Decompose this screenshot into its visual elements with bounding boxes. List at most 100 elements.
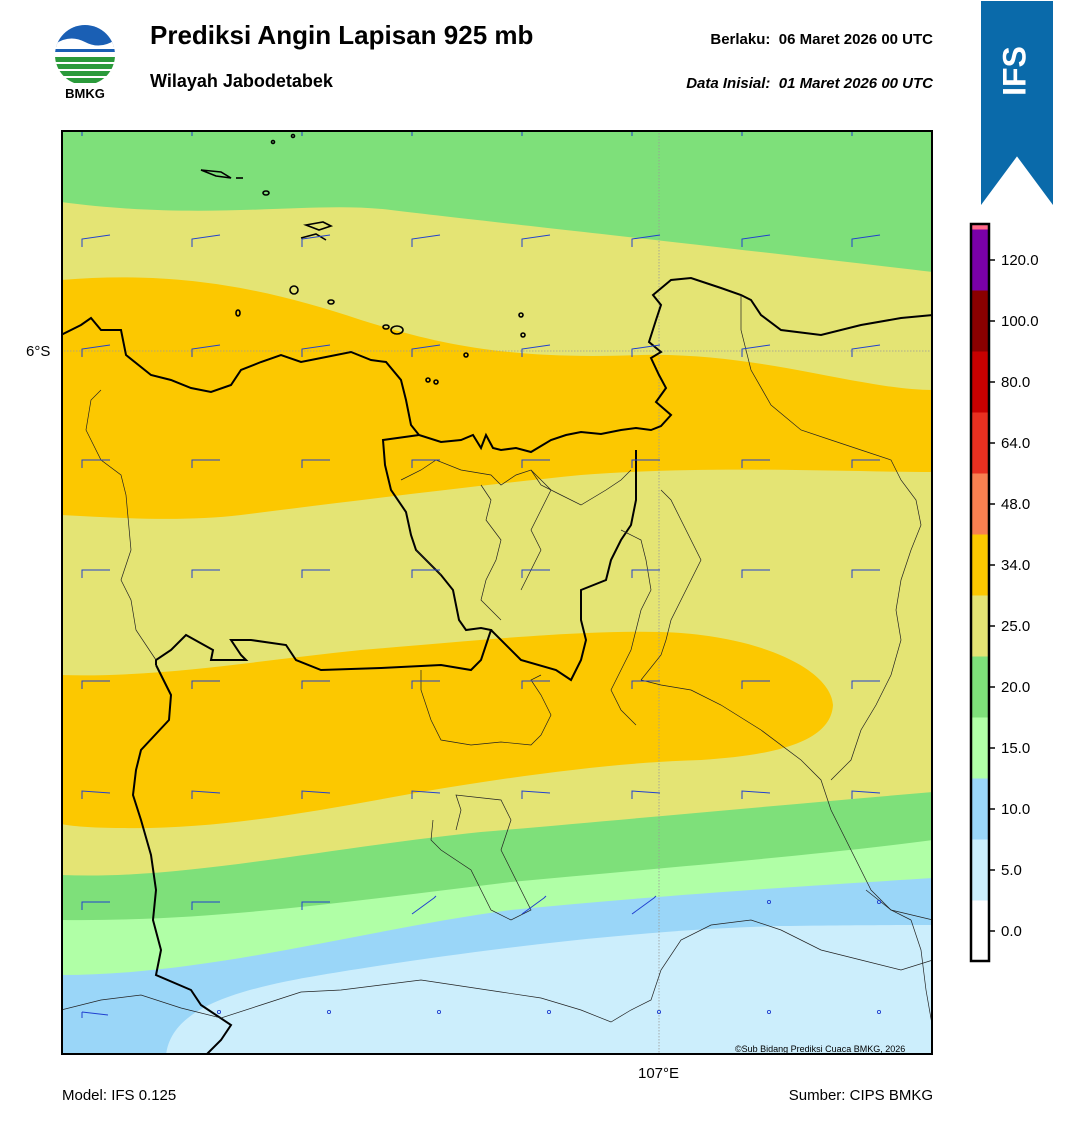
calm-marker (326, 1009, 332, 1015)
wind-barb (741, 569, 770, 578)
colorbar-tick-label: 64.0 (1001, 435, 1030, 452)
wind-barb (81, 1011, 109, 1018)
wind-barb (301, 130, 303, 136)
province-boundary (131, 434, 637, 1055)
wind-barb (631, 344, 661, 357)
wind-barb (851, 790, 881, 799)
coastline (61, 276, 933, 454)
band-0-5 (166, 925, 933, 1055)
wind-map (61, 130, 933, 1055)
calm-marker (766, 1009, 772, 1015)
init-time: Data Inisial: 01 Maret 2026 00 UTC (686, 75, 933, 92)
wind-barb (81, 234, 111, 247)
wind-barb (741, 234, 771, 247)
wind-barb (191, 344, 221, 357)
wind-barb (81, 130, 83, 136)
page-subtitle: Wilayah Jabodetabek (150, 71, 333, 91)
wind-barb (411, 790, 441, 799)
colorbar-tick-label: 10.0 (1001, 801, 1030, 818)
wind-barb (81, 790, 111, 799)
wind-barb (81, 344, 111, 357)
lon-label: 107°E (638, 1065, 680, 1082)
wind-barb (521, 234, 551, 247)
ifs-badge-label-wrap: IFS (996, 46, 1032, 96)
wind-barb (631, 459, 660, 468)
wind-barb (81, 680, 110, 689)
colorbar-segment (971, 534, 989, 596)
colorbar-segment (971, 900, 989, 961)
wind-barb (81, 569, 110, 578)
calm-marker (546, 1009, 552, 1015)
colorbar-tick-label: 120.0 (1001, 252, 1039, 269)
wind-barb (631, 895, 657, 915)
valid-time: Berlaku: 06 Maret 2026 00 UTC (710, 31, 933, 48)
wind-barb (301, 790, 331, 799)
colorbar-tick-label: 80.0 (1001, 374, 1030, 391)
islands (200, 133, 526, 385)
calm-marker (876, 1009, 882, 1015)
colorbar-segment (971, 595, 989, 657)
colorbar-segment (971, 656, 989, 718)
lat-label: 6°S (26, 343, 51, 360)
colorbar-segment (971, 224, 989, 230)
colorbar-tick-label: 0.0 (1001, 923, 1022, 940)
band-25-34-north (61, 277, 933, 519)
calm-marker (876, 899, 882, 905)
wind-barb (191, 790, 221, 799)
wind-barb (631, 790, 661, 799)
ribbon-shape (980, 0, 1054, 208)
calm-marker (216, 1009, 222, 1015)
wind-barb (631, 680, 660, 689)
wind-barb (521, 130, 523, 136)
colorbar-tick-label: 5.0 (1001, 862, 1022, 879)
colorbar-tick-label: 48.0 (1001, 496, 1030, 513)
wind-speed-bands (61, 130, 933, 1055)
colorbar-segment (971, 412, 989, 474)
wind-barb (81, 459, 110, 468)
colorbar-tick-label: 34.0 (1001, 557, 1030, 574)
colorbar-segment (971, 290, 989, 352)
wind-barb (521, 459, 550, 468)
wind-barbs (81, 130, 882, 1018)
map-border (61, 130, 933, 1055)
colorbar: 0.0 5.0 10.0 15.0 20.0 25.0 34.0 48.0 64.0 80.0 10… (969, 222, 1039, 963)
wind-barb (741, 344, 771, 357)
wind-barb (301, 569, 330, 578)
wind-barb (521, 895, 547, 915)
wind-barb (301, 234, 331, 247)
wind-barb (521, 569, 550, 578)
bmkg-logo-icon (55, 25, 115, 85)
wind-barb (191, 680, 220, 689)
ifs-badge (980, 0, 1054, 208)
wind-barb (521, 344, 551, 357)
colorbar-border (969, 222, 991, 963)
init-value: 01 Maret 2026 00 UTC (778, 75, 933, 92)
ifs-badge-text: IFS (996, 46, 1032, 96)
colorbar-segment (971, 473, 989, 535)
colorbar-tick-label: 15.0 (1001, 740, 1030, 757)
colorbar-segment (971, 229, 989, 291)
wind-barb (851, 459, 880, 468)
wind-barb (631, 569, 660, 578)
valid-value: 06 Maret 2026 00 UTC (778, 31, 933, 48)
wind-barb (741, 790, 771, 799)
source-label: Sumber: CIPS BMKG (788, 1087, 933, 1104)
wind-barb (191, 459, 220, 468)
colorbar-segment (971, 839, 989, 901)
model-label: Model: IFS 0.125 (62, 1087, 177, 1104)
wind-barb (851, 344, 881, 357)
wind-barb (521, 680, 550, 689)
wind-barb (81, 901, 110, 910)
wind-barb (191, 901, 220, 910)
copyright: ©Sub Bidang Prediksi Cuaca BMKG, 2026 (735, 1044, 906, 1054)
wind-barb (191, 130, 193, 136)
calm-marker (436, 1009, 442, 1015)
wind-barb (411, 895, 437, 915)
wind-barb (301, 344, 331, 357)
wind-barb (851, 234, 881, 247)
wind-barb (411, 569, 440, 578)
wind-barb (411, 344, 441, 357)
wind-barb (301, 901, 330, 910)
wind-barb (411, 680, 440, 689)
wind-barb (191, 569, 220, 578)
